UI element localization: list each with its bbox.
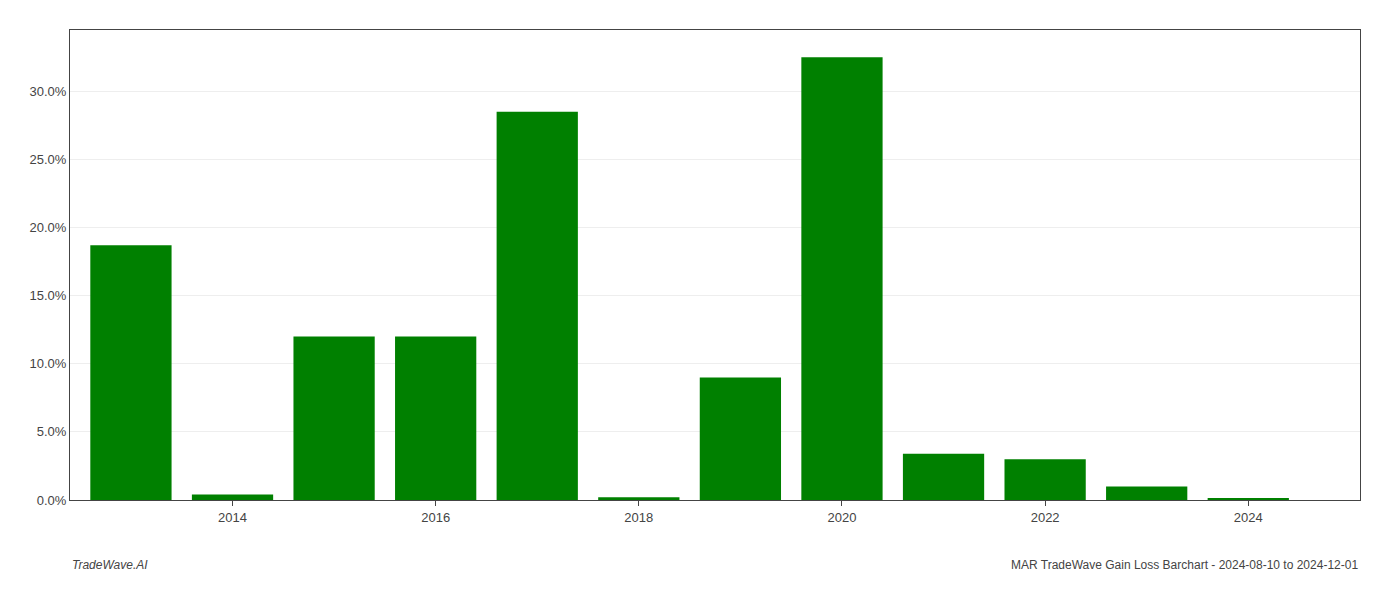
svg-text:15.0%: 15.0% [30, 288, 67, 303]
svg-text:2022: 2022 [1031, 510, 1060, 525]
svg-text:2016: 2016 [421, 510, 450, 525]
svg-text:25.0%: 25.0% [30, 152, 67, 167]
svg-text:2020: 2020 [828, 510, 857, 525]
svg-text:20.0%: 20.0% [30, 220, 67, 235]
svg-text:2024: 2024 [1234, 510, 1263, 525]
svg-text:2014: 2014 [218, 510, 247, 525]
svg-text:10.0%: 10.0% [30, 356, 67, 371]
svg-text:5.0%: 5.0% [37, 424, 67, 439]
svg-text:2018: 2018 [624, 510, 653, 525]
svg-text:MAR TradeWave Gain Loss Barcha: MAR TradeWave Gain Loss Barchart - 2024-… [1011, 558, 1358, 572]
svg-text:30.0%: 30.0% [30, 84, 67, 99]
svg-text:0.0%: 0.0% [37, 493, 67, 508]
svg-text:TradeWave.AI: TradeWave.AI [72, 558, 148, 572]
